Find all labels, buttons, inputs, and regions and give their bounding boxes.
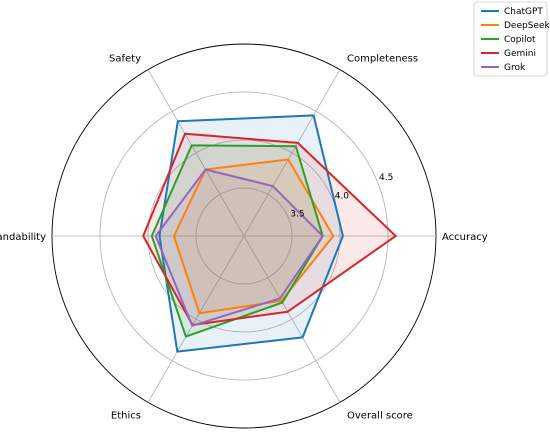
series-line-grok (154, 168, 324, 327)
legend-item-gemini: Gemini (481, 49, 536, 59)
series-line-deepseek (172, 158, 335, 315)
legend: ChatGPT DeepSeek Copilot Gemini Grok (473, 1, 550, 77)
series-fill-gemini (143, 133, 396, 325)
axis-label-completeness: Completeness (347, 54, 418, 65)
axis-label-understandability: Understandability (0, 232, 46, 243)
legend-item-copilot: Copilot (481, 35, 536, 45)
rtick-label: 3.5 (290, 210, 304, 220)
legend-label: Grok (504, 63, 526, 73)
axis-label-ethics: Ethics (111, 410, 141, 421)
legend-item-grok: Grok (481, 63, 526, 73)
legend-label: DeepSeek (504, 21, 550, 31)
grid-spoke (147, 69, 245, 237)
legend-label: Copilot (504, 35, 536, 45)
series-line-copilot (150, 144, 324, 338)
series-lines (142, 114, 397, 353)
axis-label-accuracy: Accuracy (442, 232, 488, 243)
axis-label-overall-score: Overall score (347, 410, 413, 421)
legend-label: ChatGPT (504, 7, 543, 17)
grid-spoke (243, 235, 341, 403)
legend-frame (473, 1, 548, 77)
series-line-chatgpt (158, 114, 344, 353)
series-fill-grok (155, 169, 323, 326)
rtick-label: 4.5 (379, 173, 393, 183)
legend-item-deepseek: DeepSeek (481, 21, 550, 31)
axis-labels: Accuracy Completeness Safety Understanda… (0, 54, 488, 422)
axis-label-safety: Safety (109, 54, 141, 65)
legend-label: Gemini (504, 49, 536, 59)
series-fill-deepseek (173, 159, 334, 314)
series-line-gemini (142, 132, 397, 326)
grid-spoke (147, 235, 245, 403)
rtick-label: 4.0 (335, 191, 350, 201)
radar-grid (51, 43, 437, 429)
grid-spoke (243, 69, 341, 237)
radial-tick-labels: 3.5 4.0 4.5 (290, 173, 393, 220)
series-fills (143, 115, 396, 352)
legend-item-chatgpt: ChatGPT (481, 7, 543, 17)
